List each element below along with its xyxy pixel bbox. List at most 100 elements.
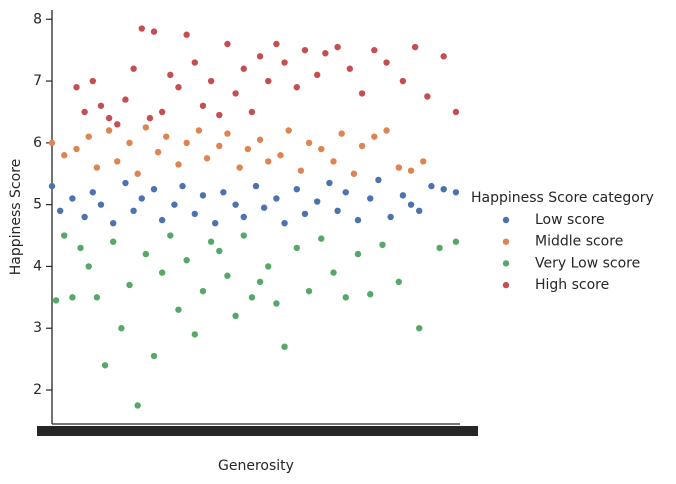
point <box>322 50 329 57</box>
point <box>183 31 190 38</box>
x-tick-labels-overlap <box>37 426 478 436</box>
point <box>158 108 166 116</box>
point <box>167 232 174 239</box>
point <box>207 77 215 85</box>
point <box>358 142 366 150</box>
point <box>424 93 431 100</box>
point <box>142 250 150 258</box>
point <box>199 192 207 199</box>
point <box>232 201 239 208</box>
point <box>171 201 178 208</box>
point <box>440 185 447 193</box>
point <box>383 127 390 134</box>
point <box>252 182 260 190</box>
point <box>93 164 101 171</box>
point <box>354 250 362 258</box>
point <box>73 145 80 153</box>
point <box>367 195 374 202</box>
point <box>240 65 247 72</box>
point <box>342 189 349 196</box>
point <box>273 195 280 202</box>
point <box>281 59 288 66</box>
point <box>207 238 215 245</box>
point <box>318 145 325 153</box>
point <box>236 164 243 171</box>
point <box>318 235 325 242</box>
point <box>146 114 154 122</box>
point <box>126 281 133 289</box>
point <box>285 127 292 134</box>
point <box>281 219 288 227</box>
y-tick-label: 2 <box>33 382 42 398</box>
point <box>199 102 207 109</box>
point <box>105 114 113 122</box>
point <box>85 133 92 140</box>
point <box>399 77 407 85</box>
point <box>224 272 231 279</box>
point <box>134 170 141 177</box>
point <box>293 185 300 193</box>
point <box>240 213 247 221</box>
point <box>232 90 239 97</box>
point <box>420 158 427 165</box>
point <box>183 139 190 147</box>
legend-label: Low score <box>535 212 605 228</box>
point <box>416 325 423 332</box>
y-tick-label: 8 <box>33 11 42 27</box>
point <box>134 402 141 409</box>
point <box>256 53 264 60</box>
y-tick-label: 7 <box>33 73 42 89</box>
point <box>367 291 374 298</box>
point <box>354 216 362 224</box>
point <box>334 207 341 215</box>
point <box>203 155 211 162</box>
point <box>195 127 203 134</box>
point <box>383 59 390 66</box>
point <box>399 192 407 199</box>
legend-marker <box>502 216 510 224</box>
point <box>265 263 272 270</box>
point <box>452 108 460 116</box>
point <box>93 294 101 301</box>
point <box>293 244 300 252</box>
point <box>330 269 337 276</box>
point <box>220 189 227 196</box>
point <box>175 84 182 91</box>
point <box>326 179 333 187</box>
point <box>379 241 386 249</box>
point <box>69 294 76 301</box>
point <box>130 207 137 215</box>
point <box>114 121 121 128</box>
point <box>191 210 198 218</box>
point <box>256 278 264 286</box>
point <box>150 28 158 35</box>
point <box>110 219 117 227</box>
legend-label: Middle score <box>535 234 623 250</box>
point <box>244 145 252 153</box>
point <box>191 59 198 66</box>
point <box>387 213 394 221</box>
y-tick-label: 6 <box>33 135 42 151</box>
point <box>122 179 129 187</box>
point <box>191 331 198 338</box>
y-tick-label: 4 <box>33 258 42 274</box>
point <box>216 247 223 255</box>
point <box>407 201 415 208</box>
point <box>375 176 382 184</box>
point <box>56 207 64 215</box>
point <box>407 167 415 174</box>
point <box>77 244 84 252</box>
point <box>101 362 109 369</box>
point <box>350 170 358 177</box>
point <box>436 244 443 252</box>
point <box>138 195 145 202</box>
legend-label: High score <box>535 277 609 293</box>
point <box>150 352 158 360</box>
point <box>224 130 231 137</box>
point <box>248 294 256 301</box>
point <box>126 139 133 147</box>
point <box>277 152 284 159</box>
point <box>411 43 419 51</box>
